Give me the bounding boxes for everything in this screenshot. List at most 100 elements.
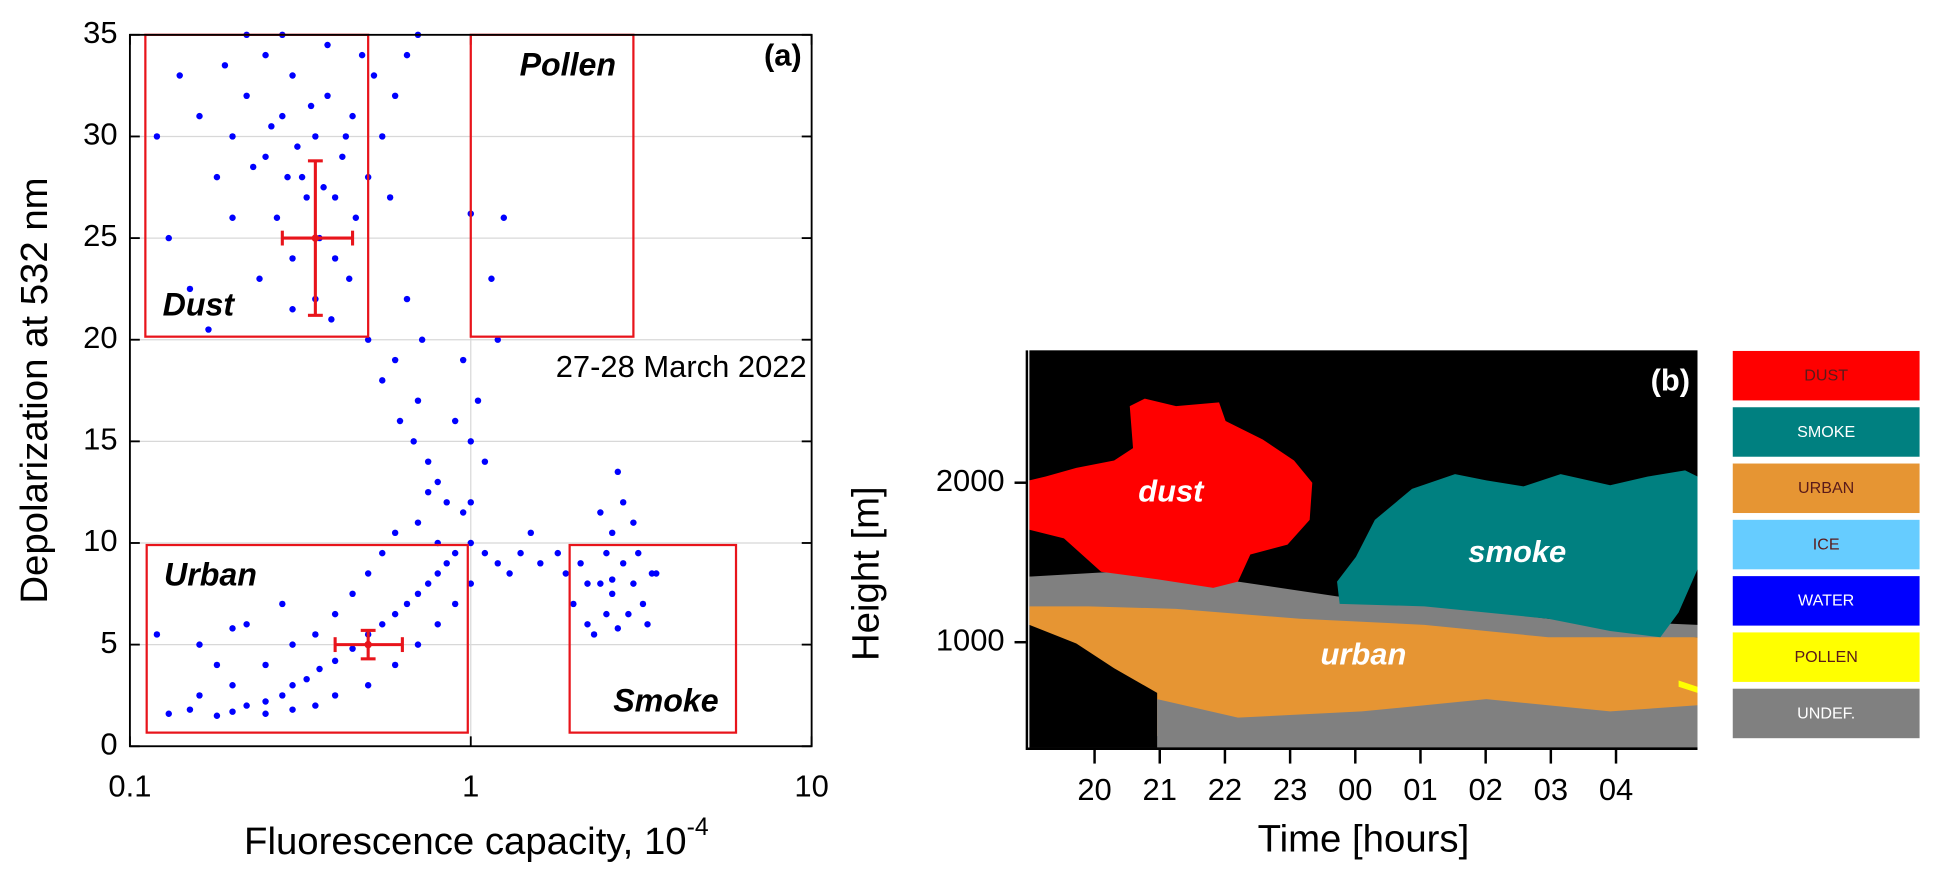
class-region [1029,398,1313,588]
scatter-point [609,529,616,537]
scatter-point [391,356,399,364]
x-tick-label: 03 [1534,772,1568,807]
scatter-point [614,468,622,476]
scatter-point [379,549,386,557]
scatter-point [443,560,450,567]
scatter-point [262,661,269,669]
scatter-point [391,529,399,537]
scatter-point [414,519,422,526]
scatter-point [570,600,577,608]
scatter-point [459,356,467,364]
scatter-point [268,123,275,130]
scatter-point [391,92,399,100]
x-tick-label: 02 [1468,772,1502,807]
scatter-point [349,112,356,120]
plot-frame [128,33,813,748]
scatter-point [562,570,570,577]
scatter-point [584,580,591,587]
scatter-point [414,590,422,598]
scatter-point [403,51,411,59]
scatter-point [205,326,212,333]
legend-label: UNDEF. [1797,704,1855,722]
scatter-point [517,549,524,557]
panel-a: 0 5 10 15 20 25 30 35 0.1 1 10 Dust Pollen Urban Smoke… [13,15,829,863]
scatter-point [346,275,353,282]
scatter-point [603,610,610,618]
scatter-point [653,570,660,577]
scatter-point [349,590,356,598]
x-tick-label: 10 [794,768,828,803]
scatter-point [554,549,562,557]
scatter-point [488,275,495,282]
scatter-point [196,641,203,648]
scatter-point [342,133,350,140]
scatter-point [500,214,508,221]
x-axis-label: Time [hours] [1258,818,1470,861]
scatter-point [396,417,404,425]
panel-b: dust smoke urban 1000 2000 20 21 22 23 00 01 02 03 04… [845,349,1921,861]
class-layer [1029,398,1698,748]
scatter-point [379,621,386,628]
scatter-point [279,112,286,120]
legend-label: ICE [1813,535,1840,553]
x-tick-label: 23 [1273,772,1307,807]
panel-label: (b) [1651,363,1690,398]
y-tick-label: 35 [83,15,117,50]
scatter-point [459,509,467,516]
scatter-point [403,600,411,608]
scatter-point [451,549,459,557]
scatter-point [213,173,221,181]
x-tick-label: 04 [1599,772,1633,807]
scatter-point [630,580,637,587]
class-region [1678,680,1698,693]
scatter-point [630,519,637,526]
region-label: Urban [164,557,257,593]
scatter-point [176,72,183,79]
scatter-point [506,570,513,577]
y-tick-label: 0 [100,726,117,761]
scatter-point [229,214,236,221]
class-region [1157,699,1698,748]
legend-label: URBAN [1798,479,1854,497]
scatter-point [279,600,286,608]
legend-swatch [1731,687,1921,740]
x-tick-label: 0.1 [108,768,151,803]
x-tick-label: 21 [1143,772,1177,807]
scatter-point [213,712,221,719]
scatter-point [273,214,281,221]
scatter-point [424,488,432,496]
scatter-point [324,41,331,49]
legend-label: SMOKE [1797,423,1855,441]
region-label: Pollen [520,46,617,82]
scatter-point [312,631,319,638]
y-axis-label: Depolarization at 532 nm [13,177,56,603]
scatter-point [249,163,257,171]
scatter-point [481,458,489,465]
scatter-point [165,234,172,242]
scatter-point [153,133,161,140]
scatter-point [625,610,632,618]
x-tick-label: 22 [1208,772,1242,807]
region-label: smoke [1468,534,1566,569]
scatter-point [467,499,474,506]
scatter-point [243,702,250,709]
region-label: Smoke [613,682,718,718]
scatter-point [312,133,319,140]
scatter-point [364,336,372,343]
scatter-point [451,417,459,425]
scatter-point [597,509,604,516]
scatter-point [379,133,386,140]
scatter-point [243,621,250,628]
scatter-point [537,560,544,567]
scatter-point [186,285,194,293]
scatter-point [603,549,610,557]
scatter-point [364,682,372,689]
scatter-point [434,621,441,628]
region-label: urban [1320,637,1406,672]
region-label: dust [1138,473,1205,508]
x-axis-label-text: Fluorescence capacity, 10 [244,820,687,863]
x-axis-label-exponent: -4 [687,813,709,840]
scatter-point [331,610,339,618]
scatter-point [481,549,489,557]
panel-label: (a) [764,37,802,72]
